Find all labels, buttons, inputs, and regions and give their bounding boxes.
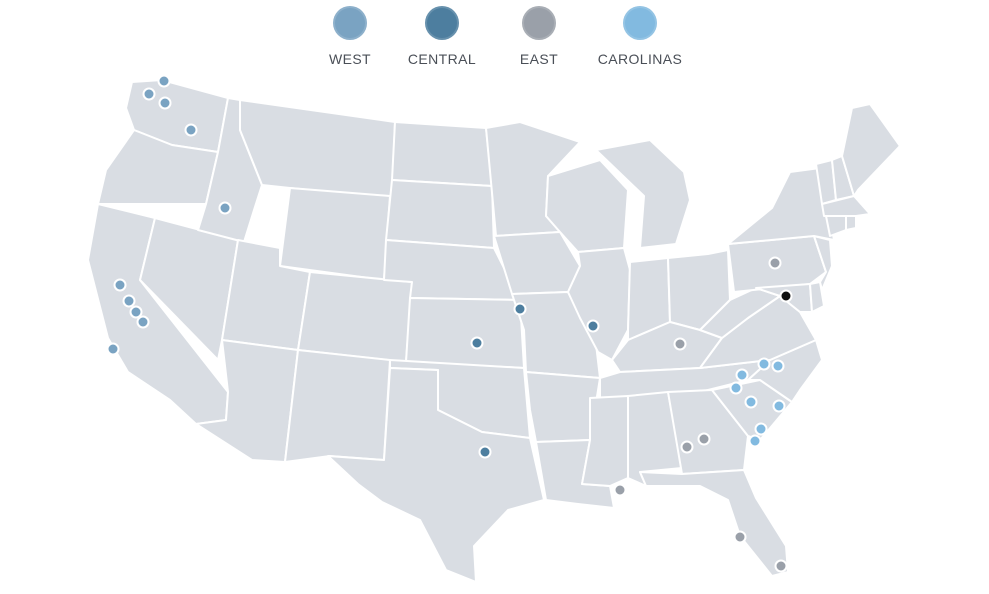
marker-east[interactable] [680, 440, 694, 454]
marker-west[interactable] [142, 87, 156, 101]
location-markers [106, 74, 793, 573]
state-maine [841, 103, 901, 197]
marker-central[interactable] [513, 302, 527, 316]
state-colorado [297, 271, 413, 363]
state-kansas [405, 297, 525, 369]
state-rhode-island [845, 215, 857, 231]
legend-swatch-east [522, 6, 556, 40]
marker-central[interactable] [586, 319, 600, 333]
state-montana [239, 99, 396, 199]
legend-item-west[interactable]: WEST [300, 6, 400, 67]
marker-carolinas[interactable] [748, 434, 762, 448]
marker-carolinas[interactable] [729, 381, 743, 395]
marker-carolinas[interactable] [754, 422, 768, 436]
marker-west[interactable] [136, 315, 150, 329]
legend-item-east[interactable]: EAST [489, 6, 589, 67]
marker-carolinas[interactable] [772, 399, 786, 413]
marker-west[interactable] [113, 278, 127, 292]
marker-east[interactable] [697, 432, 711, 446]
state-michigan [595, 139, 691, 249]
marker-carolinas[interactable] [735, 368, 749, 382]
state-massachusetts [821, 195, 871, 217]
marker-east[interactable] [768, 256, 782, 270]
legend-label-west: WEST [328, 51, 372, 67]
marker-west[interactable] [158, 96, 172, 110]
marker-west[interactable] [218, 201, 232, 215]
legend-label-carolinas: CAROLINAS [597, 51, 683, 67]
marker-east[interactable] [673, 337, 687, 351]
marker-carolinas[interactable] [744, 395, 758, 409]
us-states [87, 79, 901, 583]
marker-central[interactable] [478, 445, 492, 459]
marker-highlighted-location[interactable] [779, 289, 793, 303]
state-south-dakota [385, 179, 495, 249]
region-legend: WEST CENTRAL EAST CAROLINAS [300, 6, 700, 72]
marker-west[interactable] [122, 294, 136, 308]
state-illinois [567, 247, 631, 361]
state-wyoming [279, 187, 391, 281]
state-new-mexico [284, 349, 391, 463]
state-texas [327, 367, 545, 583]
marker-east[interactable] [613, 483, 627, 497]
legend-swatch-central [425, 6, 459, 40]
state-delaware [809, 281, 825, 313]
marker-central[interactable] [470, 336, 484, 350]
legend-item-central[interactable]: CENTRAL [392, 6, 492, 67]
marker-west[interactable] [157, 74, 171, 88]
legend-label-central: CENTRAL [407, 51, 477, 67]
us-map [87, 74, 901, 583]
state-florida [639, 469, 789, 577]
state-south-carolina [711, 379, 793, 441]
legend-swatch-carolinas [623, 6, 657, 40]
marker-east[interactable] [733, 530, 747, 544]
legend-item-carolinas[interactable]: CAROLINAS [590, 6, 690, 67]
marker-carolinas[interactable] [757, 357, 771, 371]
marker-west[interactable] [184, 123, 198, 137]
marker-east[interactable] [774, 559, 788, 573]
legend-label-east: EAST [519, 51, 559, 67]
marker-west[interactable] [106, 342, 120, 356]
legend-swatch-west [333, 6, 367, 40]
state-north-dakota [391, 121, 493, 187]
marker-carolinas[interactable] [771, 359, 785, 373]
state-arkansas [525, 371, 601, 443]
marker-west[interactable] [129, 305, 143, 319]
state-connecticut [825, 215, 847, 237]
